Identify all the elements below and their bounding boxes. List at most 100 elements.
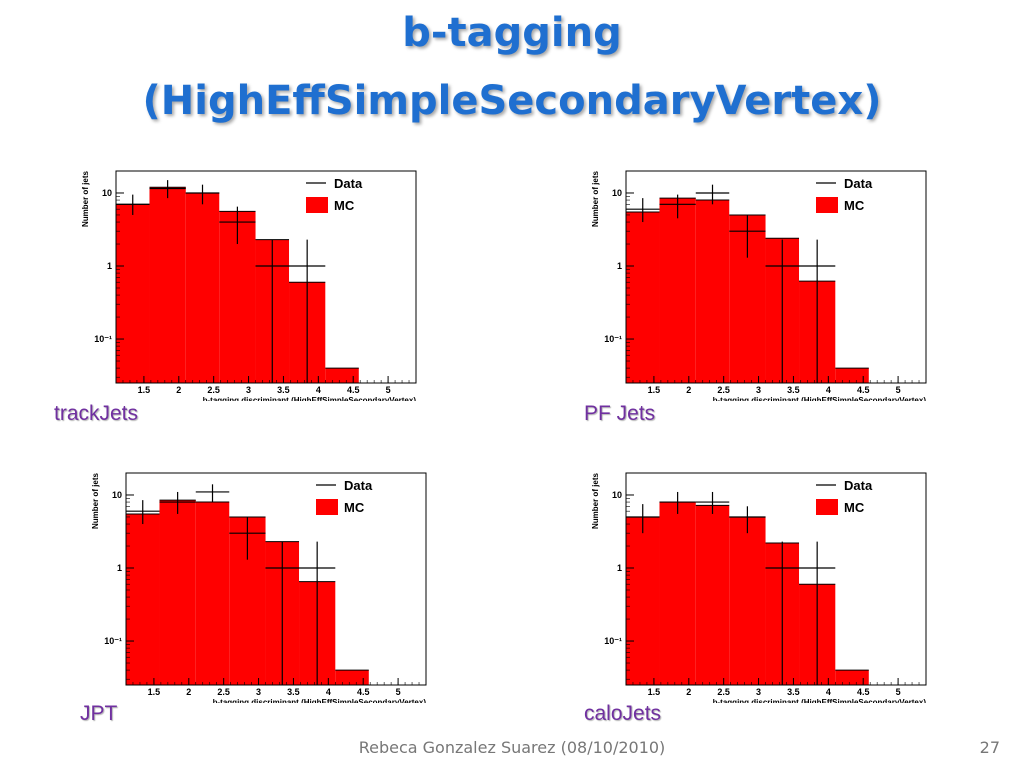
y-axis-label: Number of jets bbox=[91, 472, 100, 529]
x-tick-label: 3.5 bbox=[787, 385, 800, 395]
legend-data-label: Data bbox=[344, 478, 373, 493]
y-tick-label: 10 bbox=[612, 490, 622, 500]
mc-bar bbox=[335, 670, 369, 685]
chart-calojets: 1.5 2 2.5 3 3.5 4 4.5 5 10 1 10⁻¹ b-tagging discrim… bbox=[591, 472, 927, 703]
x-axis-label: b-tagging discriminant (HighEffSimpleSec… bbox=[213, 698, 427, 703]
x-tick-label: 3.5 bbox=[287, 687, 300, 697]
x-tick-label: 1.5 bbox=[648, 687, 661, 697]
legend-data-label: Data bbox=[844, 176, 873, 191]
x-tick-label: 4 bbox=[316, 385, 321, 395]
data-points bbox=[116, 180, 326, 383]
x-tick-label: 2 bbox=[186, 687, 191, 697]
x-tick-label: 4.5 bbox=[347, 385, 360, 395]
x-tick-label: 4 bbox=[326, 687, 331, 697]
mc-bar bbox=[659, 502, 696, 685]
mc-bar bbox=[835, 368, 869, 383]
x-tick-label: 3 bbox=[756, 687, 761, 697]
x-tick-label: 2.5 bbox=[717, 385, 730, 395]
slide-title: b-tagging bbox=[402, 10, 622, 56]
x-tick-label: 2 bbox=[176, 385, 181, 395]
legend-data-label: Data bbox=[844, 478, 873, 493]
x-axis-label: b-tagging discriminant (HighEffSimpleSec… bbox=[203, 396, 417, 401]
x-tick-label: 3.5 bbox=[787, 687, 800, 697]
mc-bar bbox=[659, 198, 696, 383]
legend-mc-label: MC bbox=[844, 198, 865, 213]
mc-bar bbox=[695, 505, 730, 685]
plot-frame bbox=[625, 472, 927, 686]
x-tick-label: 2.5 bbox=[717, 687, 730, 697]
y-tick-label: 10 bbox=[112, 490, 122, 500]
x-tick-label: 4 bbox=[826, 385, 831, 395]
y-tick-label: 1 bbox=[117, 563, 122, 573]
x-tick-label: 1.5 bbox=[138, 385, 151, 395]
y-tick-label: 1 bbox=[617, 261, 622, 271]
x-tick-label: 3 bbox=[246, 385, 251, 395]
mc-bar bbox=[185, 192, 220, 383]
legend-mc-swatch bbox=[816, 197, 838, 213]
x-tick-label: 4.5 bbox=[357, 687, 370, 697]
data-points bbox=[626, 184, 836, 383]
x-tick-label: 5 bbox=[896, 687, 901, 697]
caption-trackjets: trackJets bbox=[54, 402, 139, 425]
mc-bar bbox=[149, 187, 186, 383]
mc-bars bbox=[126, 499, 369, 685]
mc-bar bbox=[159, 500, 196, 685]
x-tick-label: 2 bbox=[686, 687, 691, 697]
x-tick-label: 3.5 bbox=[277, 385, 290, 395]
mc-bar bbox=[729, 516, 766, 685]
y-axis-label: Number of jets bbox=[591, 170, 600, 227]
caption-jpt: JPT bbox=[80, 702, 118, 725]
legend-mc-swatch bbox=[306, 197, 328, 213]
chart-jpt: 1.5 2 2.5 3 3.5 4 4.5 5 10 1 10⁻¹ b-tagging discrim… bbox=[91, 472, 427, 703]
footer-author-date: Rebeca Gonzalez Suarez (08/10/2010) bbox=[358, 738, 666, 757]
x-tick-label: 4.5 bbox=[857, 385, 870, 395]
y-axis-label: Number of jets bbox=[591, 472, 600, 529]
page-number: 27 bbox=[979, 738, 1000, 757]
plot-frame bbox=[115, 170, 417, 384]
x-tick-label: 1.5 bbox=[648, 385, 661, 395]
chart-trackjets: 1.5 2 2.5 3 3.5 4 4.5 5 10 1 10⁻¹ b-tagging discrim… bbox=[81, 170, 417, 401]
x-axis-label: b-tagging discriminant (HighEffSimpleSec… bbox=[713, 698, 927, 703]
y-tick-label: 1 bbox=[617, 563, 622, 573]
x-tick-label: 3 bbox=[756, 385, 761, 395]
legend-data-label: Data bbox=[334, 176, 363, 191]
y-tick-label: 1 bbox=[107, 261, 112, 271]
y-tick-label: 10 bbox=[102, 188, 112, 198]
x-tick-label: 3 bbox=[256, 687, 261, 697]
x-tick-label: 4.5 bbox=[857, 687, 870, 697]
y-tick-label: 10⁻¹ bbox=[104, 636, 122, 646]
x-tick-label: 5 bbox=[386, 385, 391, 395]
mc-bar bbox=[325, 368, 359, 383]
x-tick-label: 5 bbox=[896, 385, 901, 395]
data-points bbox=[126, 484, 336, 685]
caption-pfjets: PF Jets bbox=[584, 402, 656, 425]
y-tick-label: 10⁻¹ bbox=[604, 636, 622, 646]
data-points bbox=[626, 491, 836, 685]
slide-subtitle: (HighEffSimpleSecondaryVertex) bbox=[142, 78, 882, 124]
y-axis-label: Number of jets bbox=[81, 170, 90, 227]
legend-mc-swatch bbox=[816, 499, 838, 515]
mc-bar bbox=[626, 516, 660, 685]
x-axis-label: b-tagging discriminant (HighEffSimpleSec… bbox=[713, 396, 927, 401]
x-tick-label: 1.5 bbox=[148, 687, 161, 697]
mc-bar bbox=[116, 204, 150, 383]
x-tick-label: 5 bbox=[396, 687, 401, 697]
mc-bar bbox=[195, 502, 230, 685]
plot-frame bbox=[625, 170, 927, 384]
legend-mc-label: MC bbox=[334, 198, 355, 213]
mc-bar bbox=[695, 200, 730, 383]
y-tick-label: 10⁻¹ bbox=[94, 334, 112, 344]
y-tick-label: 10⁻¹ bbox=[604, 334, 622, 344]
plot-frame bbox=[125, 472, 427, 686]
mc-bar bbox=[835, 670, 869, 685]
mc-bar bbox=[126, 513, 160, 685]
x-tick-label: 4 bbox=[826, 687, 831, 697]
legend-mc-label: MC bbox=[844, 500, 865, 515]
y-tick-label: 10 bbox=[612, 188, 622, 198]
x-tick-label: 2.5 bbox=[207, 385, 220, 395]
x-tick-label: 2 bbox=[686, 385, 691, 395]
caption-calojets: caloJets bbox=[584, 702, 662, 725]
legend-mc-swatch bbox=[316, 499, 338, 515]
legend-mc-label: MC bbox=[344, 500, 365, 515]
x-tick-label: 2.5 bbox=[217, 687, 230, 697]
